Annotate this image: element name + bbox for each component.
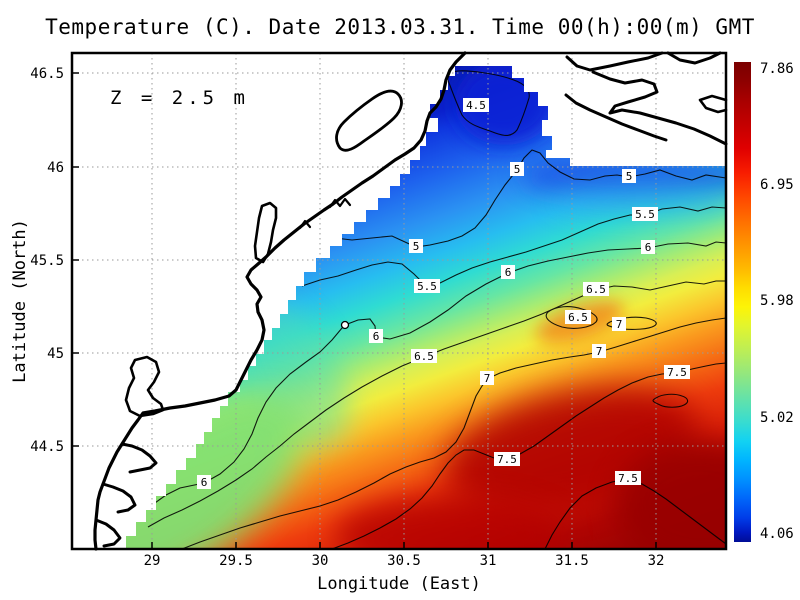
contour-6.5-pocket xyxy=(545,306,598,329)
plot-border xyxy=(70,51,728,551)
spit-teeth-1 xyxy=(328,197,352,209)
contour-7-pocket xyxy=(606,316,657,330)
tiligul-lagoon xyxy=(253,201,278,264)
coastline xyxy=(93,51,728,551)
contour-label: 5.5 xyxy=(632,207,658,221)
delta-branch-2 xyxy=(101,482,137,514)
contour-label-text: 7 xyxy=(484,372,491,385)
contour-label-text: 6 xyxy=(201,476,208,489)
y-tick-labels: 46.5 46 45.5 45 44.5 xyxy=(30,66,64,455)
contour-label-text: 7 xyxy=(596,345,603,358)
contour-label-text: 7.5 xyxy=(618,472,638,485)
contour-label: 7 xyxy=(480,371,494,385)
contour-label: 6 xyxy=(501,265,515,279)
contour-label: 6.5 xyxy=(411,349,437,363)
y-tick-label: 45.5 xyxy=(30,253,64,269)
x-tick-label: 31 xyxy=(480,553,497,569)
estuary-coast-2 xyxy=(666,51,722,65)
contour-label: 5 xyxy=(622,169,636,183)
x-axis-title: Longitude (East) xyxy=(317,574,481,594)
colorbar-tick-label: 6.95 xyxy=(760,177,794,193)
mainland-coast xyxy=(93,51,467,551)
contour-label: 4.5 xyxy=(463,98,489,112)
estuary-coast-3 xyxy=(591,70,728,146)
contour-label-text: 5 xyxy=(514,163,521,176)
contour-label-text: 5.5 xyxy=(417,280,437,293)
lightblue-band-blob xyxy=(550,184,726,220)
contour-label: 5 xyxy=(510,162,524,176)
dark-red-blob-2 xyxy=(615,440,726,549)
y-tick-label: 44.5 xyxy=(30,439,64,455)
island-spit xyxy=(335,89,403,152)
contour-label: 7.5 xyxy=(615,471,641,485)
contour-label: 6 xyxy=(197,475,211,489)
x-tick-label: 31.5 xyxy=(555,553,589,569)
contour-7 xyxy=(181,317,726,549)
contour-label-text: 5.5 xyxy=(635,208,655,221)
contour-label: 6.5 xyxy=(583,282,609,296)
contour-label: 7 xyxy=(592,344,606,358)
dark-red-blob-3 xyxy=(335,497,565,549)
contour-label-text: 6 xyxy=(505,266,512,279)
contour-label-text: 4.5 xyxy=(466,99,486,112)
colorbar-tick-label: 4.06 xyxy=(760,526,794,542)
contour-label: 6 xyxy=(641,240,655,254)
contour-label-text: 7.5 xyxy=(667,366,687,379)
colorbar: 7.86 6.95 5.98 5.02 4.06 xyxy=(734,61,794,542)
depth-annotation: Z = 2.5 m xyxy=(110,87,249,109)
estuary-islet xyxy=(698,94,728,114)
contour-label-text: 7 xyxy=(616,318,623,331)
y-tick-label: 45 xyxy=(47,346,64,362)
y-axis-title: Latitude (North) xyxy=(10,219,30,383)
colorbar-tick-label: 5.02 xyxy=(760,410,794,426)
x-tick-label: 29.5 xyxy=(219,553,253,569)
contour-label: 6 xyxy=(369,329,383,343)
contour-label-text: 6.5 xyxy=(586,283,606,296)
delta-branch-1 xyxy=(120,442,158,474)
contour-4.5 xyxy=(446,70,530,136)
contour-label-text: 6 xyxy=(645,241,652,254)
colorbar-gradient xyxy=(734,62,751,542)
x-tick-label: 30 xyxy=(312,553,329,569)
x-tick-label: 32 xyxy=(648,553,665,569)
colorbar-tick-label: 7.86 xyxy=(760,61,794,77)
delta-branch-3 xyxy=(94,518,122,548)
colorbar-tick-label: 5.98 xyxy=(760,293,794,309)
contour-label-text: 7.5 xyxy=(497,453,517,466)
dniester-lagoon xyxy=(124,355,165,418)
contour-label: 6.5 xyxy=(565,310,591,324)
green-coastal-tongue xyxy=(126,395,306,549)
x-tick-label: 30.5 xyxy=(387,553,421,569)
contour-label: 7.5 xyxy=(494,452,520,466)
x-tick-labels: 29 29.5 30 30.5 31 31.5 32 xyxy=(144,553,665,569)
contour-label-text: 6.5 xyxy=(568,311,588,324)
contour-labels: 4.5 5 5 5 5.5 5.5 6 6 6 6 6.5 6.5 6.5 7 … xyxy=(197,98,690,489)
kinburn-spit xyxy=(564,93,668,142)
y-tick-label: 46.5 xyxy=(30,66,64,82)
spit-teeth-2 xyxy=(298,219,312,230)
contour-label-text: 6.5 xyxy=(414,350,434,363)
contour-label: 5 xyxy=(409,239,423,253)
contour-label: 7 xyxy=(612,317,626,331)
contour-label-text: 6 xyxy=(373,330,380,343)
y-tick-label: 46 xyxy=(47,160,64,176)
contour-label: 5.5 xyxy=(414,279,440,293)
graticule-grid xyxy=(72,53,726,549)
contour-label-text: 5 xyxy=(413,240,420,253)
contour-7.5-blob xyxy=(652,393,689,408)
plot-title: Temperature (C). Date 2013.03.31. Time 0… xyxy=(45,15,755,39)
x-tick-label: 29 xyxy=(144,553,161,569)
contour-label: 7.5 xyxy=(664,365,690,379)
contour-label-text: 5 xyxy=(626,170,633,183)
estuary-coast-1 xyxy=(565,51,664,72)
station-marker xyxy=(340,320,350,330)
